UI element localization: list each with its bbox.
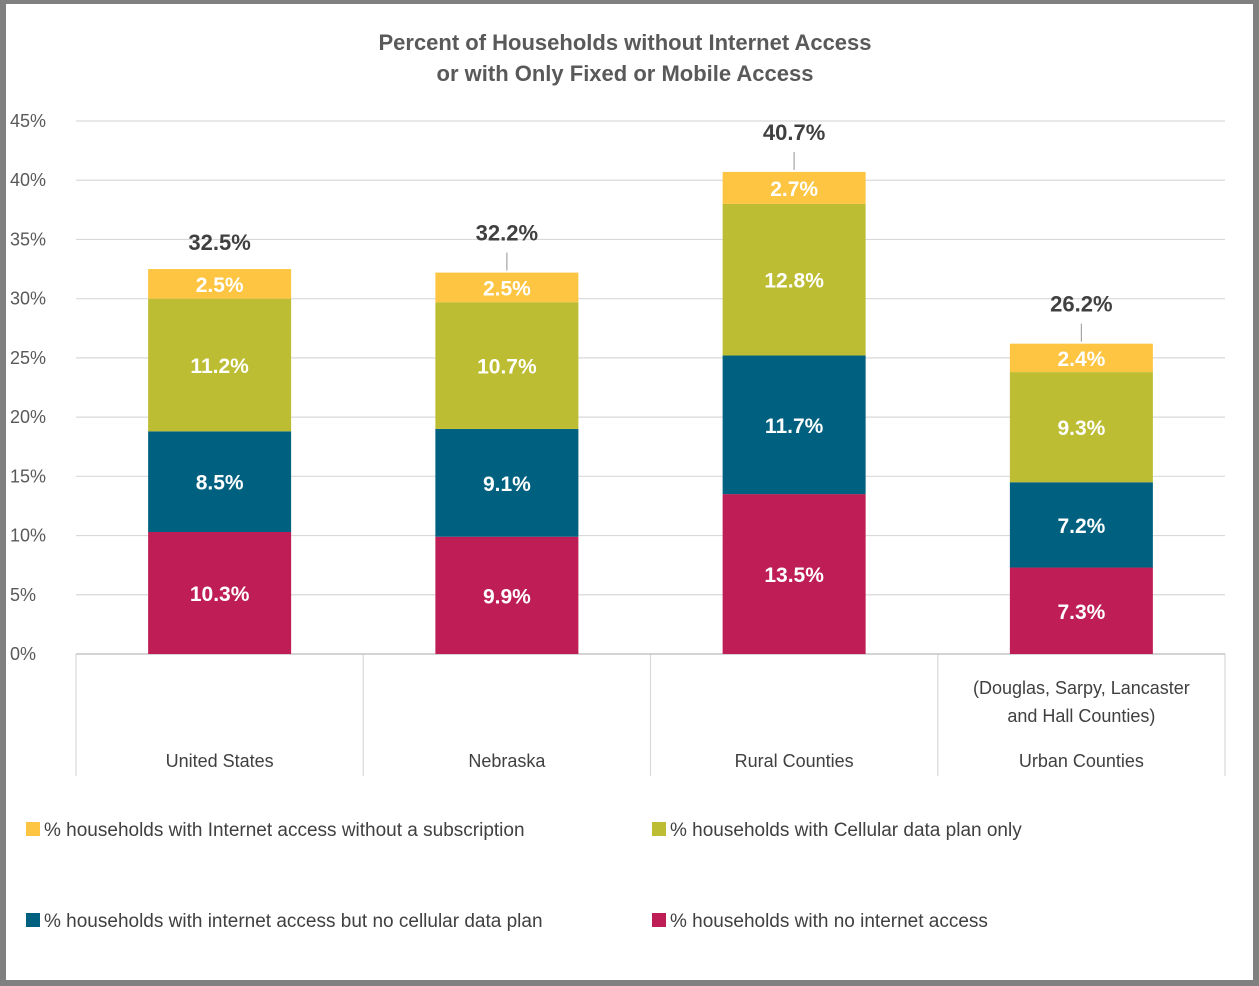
x-category-label: Urban Counties <box>1019 751 1144 771</box>
y-tick-label: 10% <box>10 526 46 546</box>
bar-segment <box>148 532 292 654</box>
bar-segment <box>435 536 579 654</box>
legend-label: % households with Internet access withou… <box>44 820 525 841</box>
y-tick-label: 45% <box>10 111 46 131</box>
segment-data-label: 11.2% <box>190 355 249 378</box>
legend-swatch <box>652 913 666 927</box>
x-category-label: Rural Counties <box>735 751 854 771</box>
y-tick-label: 15% <box>10 466 46 486</box>
bar-segment <box>148 269 292 299</box>
x-category-sublabel: and Hall Counties) <box>1007 706 1155 726</box>
chart-title-line: or with Only Fixed or Mobile Access <box>437 61 814 86</box>
bar-segment <box>148 431 292 533</box>
bar-segment <box>435 272 579 303</box>
total-data-label: 32.5% <box>188 230 250 255</box>
x-category-label: United States <box>166 751 274 771</box>
segment-data-label: 2.5% <box>196 274 244 297</box>
bar-segment <box>1009 343 1153 373</box>
legend-swatch <box>652 822 666 836</box>
bar-segment <box>435 302 579 429</box>
y-tick-label: 0% <box>10 644 36 664</box>
bar-segment <box>148 298 292 432</box>
segment-data-label: 7.3% <box>1057 601 1105 624</box>
segment-data-label: 9.3% <box>1057 417 1105 440</box>
y-tick-label: 30% <box>10 289 46 309</box>
segment-data-label: 13.5% <box>764 564 824 587</box>
x-category-label: Nebraska <box>468 751 546 771</box>
bar-segment <box>1009 567 1153 654</box>
segment-data-label: 9.1% <box>483 473 531 496</box>
legend-swatch <box>26 822 40 836</box>
bar-segment <box>722 171 866 204</box>
y-tick-label: 5% <box>10 585 36 605</box>
segment-data-label: 10.3% <box>190 583 250 606</box>
legend-label: % households with Cellular data plan onl… <box>670 820 1022 841</box>
x-category-sublabel: (Douglas, Sarpy, Lancaster <box>973 678 1190 698</box>
segment-data-label: 11.7% <box>765 415 824 438</box>
total-data-label: 40.7% <box>763 120 825 145</box>
legend-label: % households with internet access but no… <box>44 911 543 932</box>
bar-segment <box>435 428 579 537</box>
y-tick-label: 20% <box>10 407 46 427</box>
bar-segment <box>1009 482 1153 568</box>
segment-data-label: 2.5% <box>483 277 531 300</box>
legend-swatch <box>26 913 40 927</box>
bar-segment <box>1009 372 1153 483</box>
legend-label: % households with no internet access <box>670 911 988 932</box>
segment-data-label: 10.7% <box>477 356 537 379</box>
segment-data-label: 12.8% <box>764 270 824 293</box>
y-tick-label: 40% <box>10 170 46 190</box>
total-data-label: 32.2% <box>476 221 538 246</box>
total-data-label: 26.2% <box>1050 292 1112 317</box>
y-tick-label: 25% <box>10 348 46 368</box>
segment-data-label: 2.4% <box>1057 348 1105 371</box>
bar-segment <box>722 355 866 495</box>
y-tick-label: 35% <box>10 229 46 249</box>
segment-data-label: 8.5% <box>196 472 244 495</box>
chart-title-line: Percent of Households without Internet A… <box>378 30 871 55</box>
segment-data-label: 9.9% <box>483 585 531 608</box>
segment-data-label: 2.7% <box>770 178 818 201</box>
segment-data-label: 7.2% <box>1057 515 1105 538</box>
bar-segment <box>722 203 866 356</box>
bar-segment <box>722 494 866 654</box>
